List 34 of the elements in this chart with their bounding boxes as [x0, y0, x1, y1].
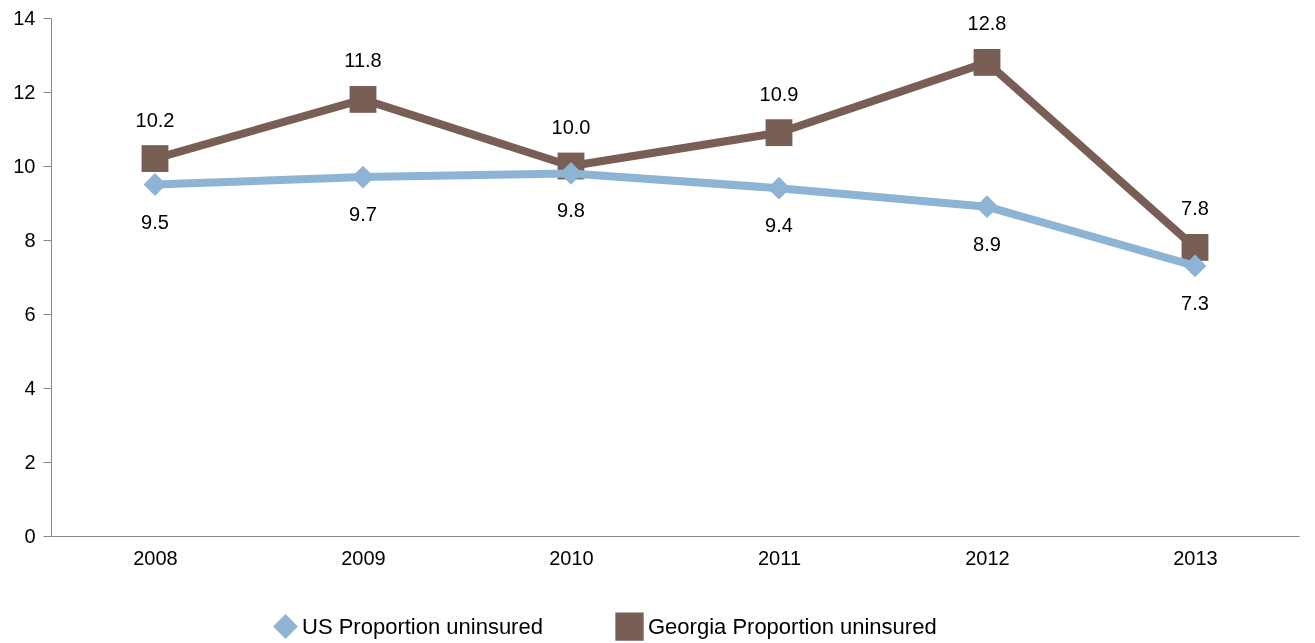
- data-label: 9.4: [765, 214, 793, 237]
- y-tick-label: 14: [13, 6, 36, 29]
- point: [765, 119, 793, 147]
- data-label: 12.8: [967, 12, 1007, 35]
- y-tick-label: 2: [24, 450, 36, 473]
- data-label: 9.5: [141, 210, 169, 233]
- point: [973, 48, 1001, 76]
- data-label: 8.9: [973, 232, 1001, 255]
- data-label: 9.7: [349, 203, 377, 226]
- legend-label: Georgia Proportion uninsured: [648, 613, 937, 639]
- data-label: 9.8: [557, 199, 585, 222]
- point: [141, 145, 169, 173]
- x-tick-label: 2008: [133, 546, 178, 569]
- y-tick-label: 10: [13, 154, 36, 177]
- y-tick-label: 6: [24, 302, 36, 325]
- y-tick-label: 12: [13, 80, 36, 103]
- data-label: 7.8: [1181, 197, 1209, 220]
- data-label: 7.3: [1181, 291, 1209, 314]
- point: [349, 85, 377, 113]
- data-label: 10.0: [551, 116, 591, 138]
- y-tick-label: 4: [24, 376, 36, 399]
- y-tick-label: 8: [24, 228, 36, 251]
- data-label: 10.9: [759, 82, 799, 105]
- data-label: 11.8: [344, 49, 382, 72]
- data-label: 10.2: [135, 108, 175, 131]
- legend-label: US Proportion uninsured: [302, 613, 543, 639]
- point: [1183, 254, 1207, 278]
- x-tick-label: 2012: [965, 546, 1010, 569]
- y-tick-label: 0: [24, 524, 36, 547]
- x-tick-label: 2010: [549, 546, 594, 569]
- point: [1181, 233, 1209, 261]
- x-tick-label: 2013: [1173, 546, 1218, 569]
- x-tick-label: 2009: [341, 546, 386, 569]
- x-tick-label: 2011: [757, 546, 802, 569]
